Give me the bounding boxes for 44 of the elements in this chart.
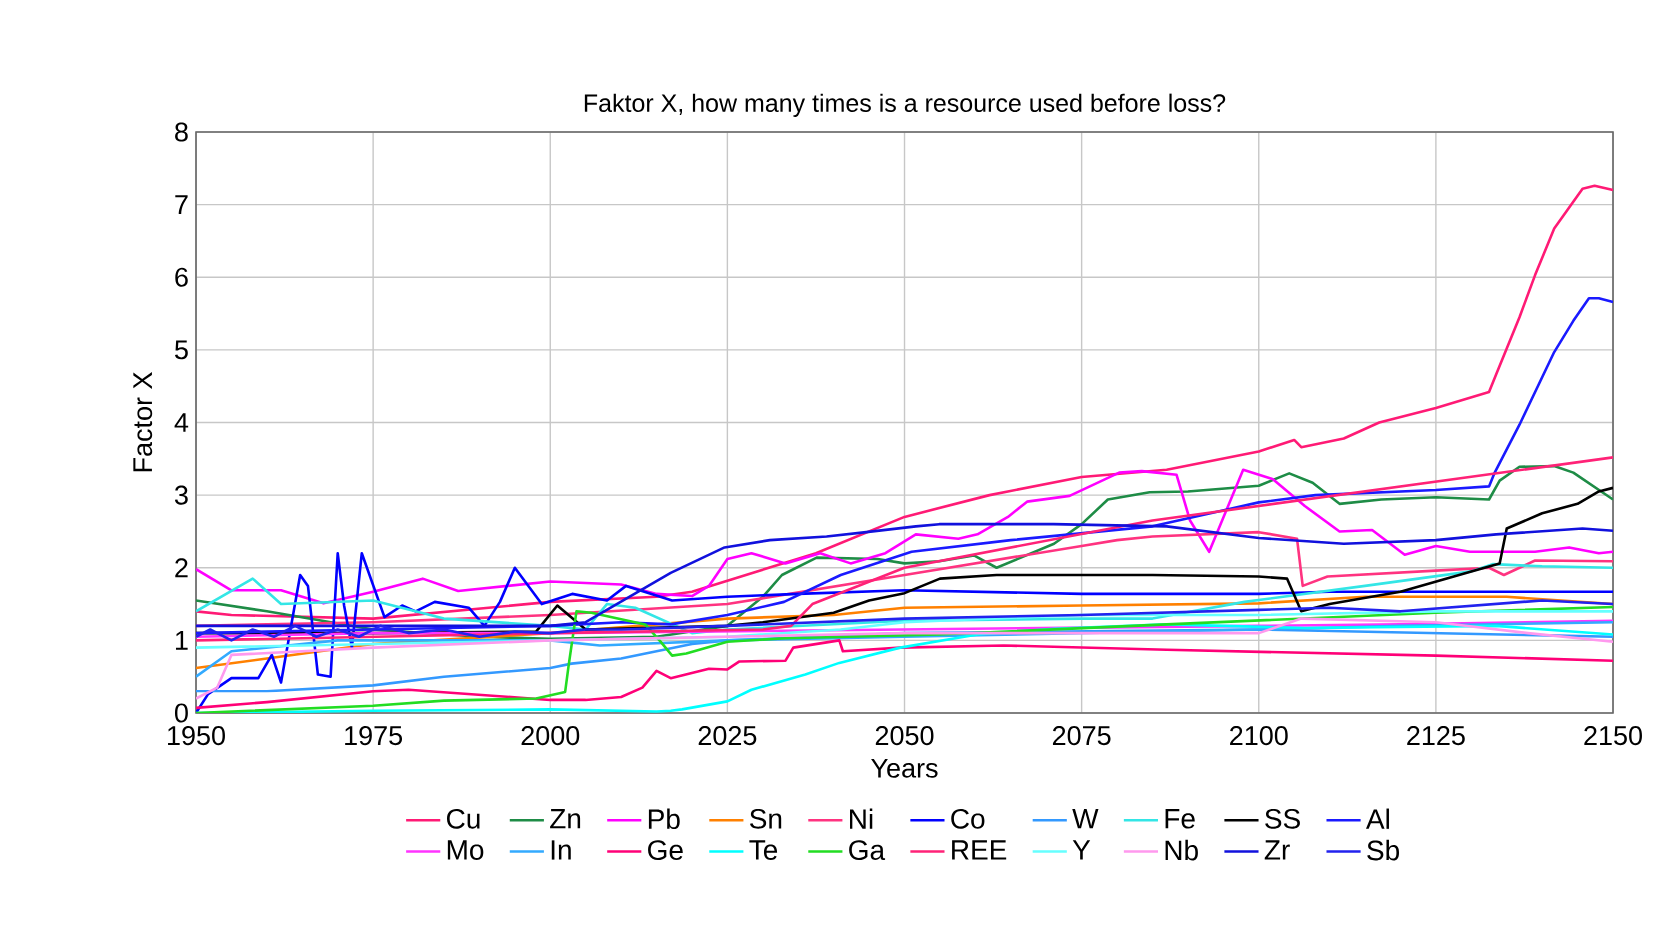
line-series [196, 617, 1614, 700]
legend-label: Nb [1165, 839, 1198, 861]
x-tick-label: 2000 [521, 726, 580, 746]
legend-label: Sn [750, 808, 782, 829]
y-tick-label: 2 [175, 558, 188, 578]
line-series [196, 599, 1614, 642]
x-tick-label: 2150 [1584, 726, 1642, 746]
legend-label: SS [1265, 808, 1300, 829]
y-tick-label: 1 [175, 631, 188, 650]
legend-label: Co [951, 808, 985, 829]
x-axis-title: Years [871, 758, 938, 778]
x-tick-label: 2100 [1230, 726, 1288, 746]
y-tick-label: 0 [174, 703, 188, 723]
legend-label: In [551, 840, 571, 860]
legend-label: Ni [850, 808, 873, 829]
chart-title: Faktor X, how many times is a resource used before loss? [584, 93, 1226, 117]
legend-label: Cu [446, 808, 480, 829]
x-tick-label: 2050 [875, 726, 934, 746]
y-axis-title: Factor X [133, 372, 153, 472]
legend-label: Zn [550, 809, 581, 829]
line-series [196, 468, 1614, 605]
y-tick-label: 7 [175, 195, 188, 214]
legend-label: Sb [1367, 839, 1400, 861]
x-tick-label: 2025 [698, 726, 757, 746]
legend-label: Te [749, 840, 778, 860]
legend-label: Zr [1264, 840, 1290, 860]
x-tick-label: 2125 [1407, 726, 1465, 746]
legend-label: REE [952, 840, 1007, 860]
legend-label: W [1072, 809, 1099, 829]
x-tick-label: 1975 [345, 726, 403, 746]
legend-label: Fe [1165, 809, 1195, 829]
y-tick-label: 8 [175, 122, 188, 142]
legend-label: Pb [648, 808, 680, 830]
y-tick-label: 3 [174, 485, 188, 505]
y-tick-label: 5 [174, 340, 188, 360]
x-tick-label: 2075 [1052, 726, 1111, 746]
legend-label: Mo [447, 840, 484, 860]
y-tick-label: 6 [175, 267, 188, 287]
legend-label: Al [1365, 808, 1389, 829]
legend-label: Ga [849, 840, 886, 861]
legend-label: Y [1072, 840, 1091, 860]
y-tick-label: 4 [174, 413, 189, 432]
x-tick-label: 1950 [168, 726, 225, 746]
legend-label: Ge [648, 840, 683, 861]
